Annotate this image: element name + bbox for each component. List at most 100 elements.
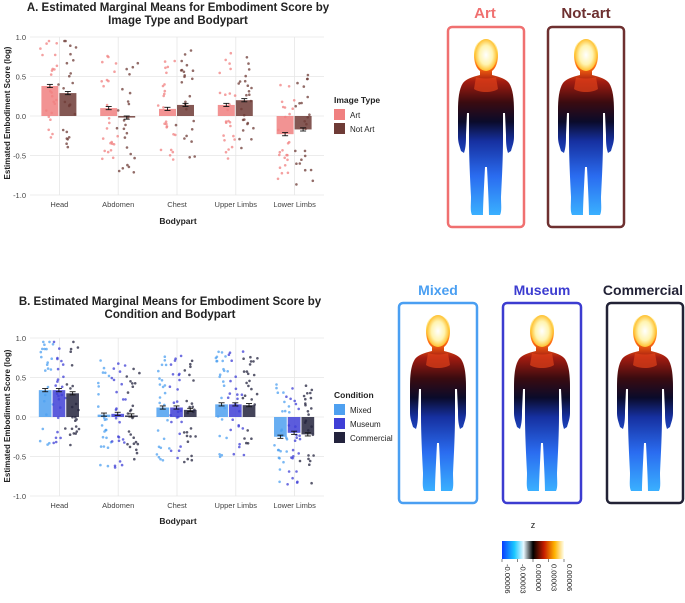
raw-point (305, 77, 309, 81)
raw-point (218, 434, 221, 438)
raw-point (215, 359, 218, 363)
raw-point (249, 355, 252, 359)
raw-point (185, 399, 188, 403)
raw-point (131, 404, 135, 408)
raw-point (121, 438, 125, 441)
raw-point (220, 351, 224, 354)
raw-point (102, 445, 106, 448)
y-tick-label: -0.5 (13, 152, 26, 161)
raw-point (173, 59, 176, 63)
raw-point (128, 73, 131, 76)
raw-point (256, 357, 259, 360)
raw-point (283, 409, 287, 413)
raw-point (226, 157, 230, 160)
raw-point (45, 347, 48, 351)
raw-point (163, 122, 166, 125)
raw-point (56, 380, 59, 383)
raw-point (132, 442, 136, 446)
raw-point (62, 87, 65, 90)
raw-point (47, 128, 50, 132)
raw-point (252, 126, 255, 130)
y-tick-label: -0.5 (13, 453, 26, 462)
raw-point (165, 126, 168, 129)
raw-point (115, 390, 118, 394)
raw-point (41, 347, 44, 351)
panel-b-title-line1: B. Estimated Marginal Means for Embodime… (19, 296, 322, 308)
bar-art (100, 108, 118, 116)
raw-point (74, 432, 77, 435)
raw-point (302, 394, 306, 398)
raw-point (218, 373, 222, 377)
raw-point (309, 396, 313, 400)
raw-point (76, 346, 80, 349)
raw-point (255, 392, 259, 396)
raw-point (122, 119, 126, 122)
raw-point (295, 470, 298, 473)
raw-point (185, 434, 189, 438)
raw-point (248, 363, 252, 366)
raw-point (250, 398, 253, 401)
raw-point (188, 373, 191, 377)
raw-point (190, 359, 194, 363)
raw-point (101, 435, 105, 439)
raw-point (245, 381, 248, 385)
raw-point (247, 384, 250, 388)
raw-point (310, 388, 314, 392)
raw-point (242, 357, 245, 361)
bar-museum (52, 390, 66, 417)
raw-point (110, 376, 114, 380)
raw-point (97, 381, 100, 385)
raw-point (159, 457, 162, 461)
raw-point (306, 410, 310, 413)
raw-point (123, 136, 127, 139)
bar-museum (170, 407, 183, 417)
raw-point (215, 355, 219, 359)
raw-point (166, 418, 169, 422)
raw-point (250, 138, 253, 141)
raw-point (185, 134, 188, 138)
raw-point (129, 380, 132, 383)
raw-point (108, 121, 111, 125)
raw-point (243, 79, 247, 83)
raw-point (58, 347, 61, 350)
raw-point (287, 470, 291, 473)
raw-point (185, 63, 189, 67)
raw-point (183, 53, 187, 56)
raw-point (125, 146, 129, 149)
raw-point (306, 95, 310, 99)
bar-commercial (301, 417, 315, 435)
body-figure-commercial (617, 315, 673, 491)
body-map-mixed: Mixed (397, 282, 479, 505)
raw-point (61, 363, 65, 366)
raw-point (242, 370, 246, 373)
raw-point (247, 62, 250, 65)
raw-point (217, 350, 220, 354)
raw-point (136, 442, 140, 446)
raw-point (163, 391, 167, 395)
raw-point (179, 354, 183, 358)
bar-mixed (274, 417, 287, 437)
raw-point (180, 81, 184, 84)
raw-point (285, 153, 288, 157)
raw-point (121, 167, 125, 170)
raw-point (192, 379, 195, 382)
raw-point (190, 454, 193, 458)
raw-point (46, 361, 49, 364)
raw-point (118, 370, 122, 373)
panel-a-title-line1: A. Estimated Marginal Means for Embodime… (27, 2, 330, 14)
raw-point (162, 106, 165, 109)
raw-point (245, 441, 248, 445)
raw-point (231, 418, 234, 422)
raw-point (131, 65, 135, 69)
raw-point (158, 401, 161, 405)
raw-point (128, 445, 132, 449)
raw-point (228, 92, 232, 95)
raw-point (300, 158, 303, 161)
raw-point (250, 387, 253, 391)
raw-point (287, 140, 291, 144)
raw-point (241, 129, 245, 132)
raw-point (164, 66, 167, 70)
raw-point (132, 367, 135, 371)
raw-point (112, 367, 116, 370)
